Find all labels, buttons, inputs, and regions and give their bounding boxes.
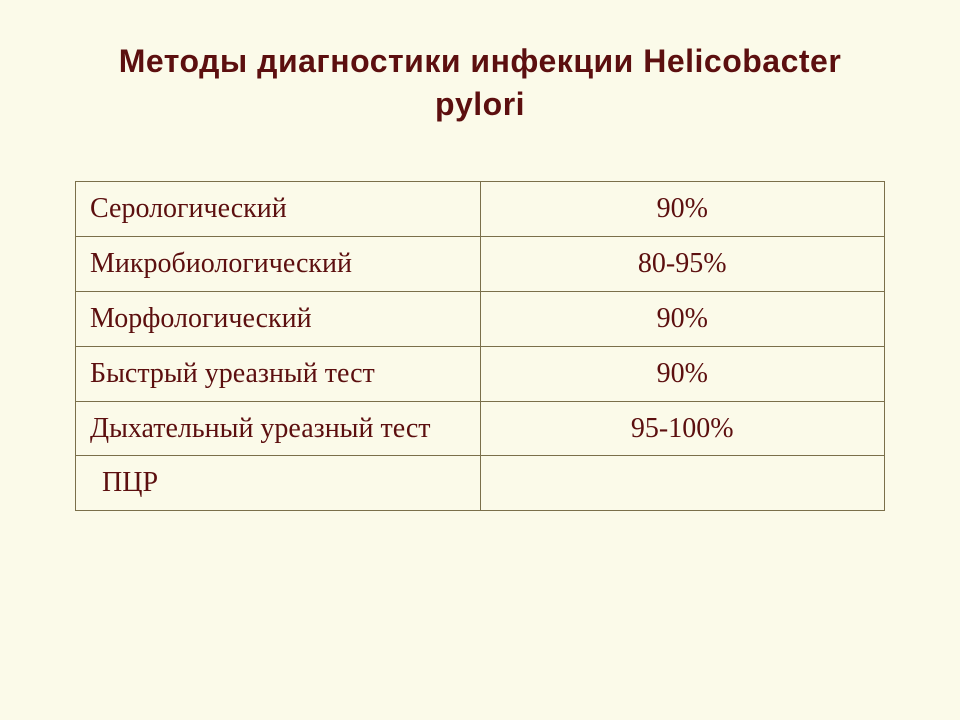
method-cell: Серологический xyxy=(76,182,481,237)
method-cell: Дыхательный уреазный тест xyxy=(76,401,481,456)
value-cell: 90% xyxy=(480,291,885,346)
table-row: Серологический 90% xyxy=(76,182,885,237)
method-cell: Быстрый уреазный тест xyxy=(76,346,481,401)
table-row: Микробиологический 80-95% xyxy=(76,237,885,292)
table-row: Морфологический 90% xyxy=(76,291,885,346)
methods-table: Серологический 90% Микробиологический 80… xyxy=(75,181,885,511)
table-row: Дыхательный уреазный тест 95-100% xyxy=(76,401,885,456)
method-cell: ПЦР xyxy=(76,456,481,511)
method-cell-text: ПЦР xyxy=(90,464,158,502)
value-cell: 90% xyxy=(480,182,885,237)
table-row: ПЦР xyxy=(76,456,885,511)
slide-title: Методы диагностики инфекции Helicobacter… xyxy=(75,40,885,126)
value-cell: 95-100% xyxy=(480,401,885,456)
table-row: Быстрый уреазный тест 90% xyxy=(76,346,885,401)
method-cell: Морфологический xyxy=(76,291,481,346)
value-cell: 90% xyxy=(480,346,885,401)
value-cell: 80-95% xyxy=(480,237,885,292)
value-cell xyxy=(480,456,885,511)
method-cell: Микробиологический xyxy=(76,237,481,292)
